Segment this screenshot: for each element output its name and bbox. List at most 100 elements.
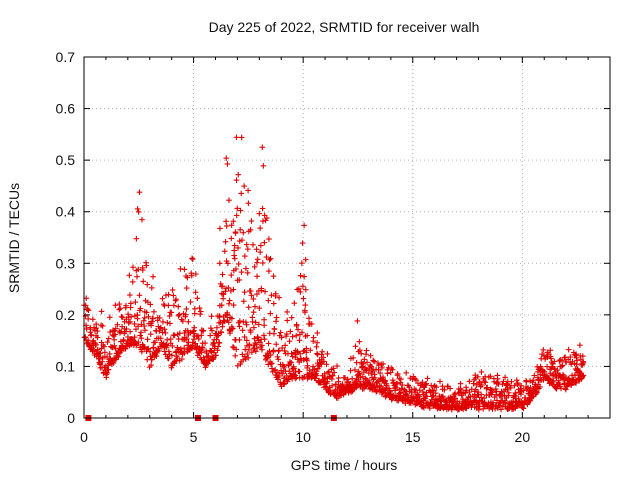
- data-point: [286, 338, 293, 344]
- data-point: [130, 264, 136, 271]
- data-point: [197, 308, 204, 315]
- data-point: [106, 351, 113, 357]
- data-point: [370, 357, 376, 364]
- data-point: [302, 286, 309, 293]
- data-point: [312, 375, 319, 382]
- data-point: [314, 330, 321, 336]
- data-point: [363, 367, 369, 374]
- data-point: [513, 393, 519, 399]
- data-point: [257, 249, 263, 255]
- data-point: [231, 252, 237, 259]
- data-point: [239, 237, 245, 243]
- data-point: [430, 393, 437, 399]
- data-point: [191, 310, 198, 317]
- data-point: [143, 309, 150, 316]
- data-point: [547, 376, 553, 382]
- data-point: [302, 256, 309, 263]
- data-point: [226, 297, 233, 304]
- data-point: [329, 373, 336, 379]
- data-point: [527, 378, 533, 384]
- y-axis-ticks: 0 0.1 0.2 0.3 0.4 0.5 0.6 0.7: [56, 49, 610, 426]
- data-point: [258, 242, 264, 249]
- data-point: [487, 373, 494, 380]
- data-point: [394, 371, 401, 377]
- data-point: [141, 315, 148, 321]
- data-point: [189, 345, 195, 352]
- data-point: [358, 350, 364, 357]
- data-point: [145, 345, 152, 352]
- data-point: [265, 297, 272, 304]
- data-point: [173, 296, 179, 303]
- data-point: [252, 348, 259, 355]
- data-point: [350, 355, 356, 361]
- data-point: [166, 313, 173, 319]
- data-point: [184, 342, 190, 349]
- data-point: [229, 315, 235, 322]
- data-point: [265, 340, 272, 347]
- data-point: [250, 296, 257, 302]
- data-point: [94, 328, 101, 334]
- data-point: [269, 365, 275, 372]
- data-point: [293, 323, 300, 329]
- data-point: [208, 313, 215, 320]
- data-point: [334, 363, 340, 369]
- data-point: [512, 390, 519, 396]
- data-point: [254, 256, 261, 263]
- data-point: [85, 307, 92, 314]
- data-point: [475, 407, 482, 413]
- data-point: [466, 389, 473, 395]
- data-point: [183, 311, 189, 318]
- y-tick-label: 0.5: [56, 152, 76, 168]
- data-point: [214, 347, 221, 354]
- data-point: [87, 326, 94, 332]
- data-point: [188, 272, 195, 279]
- data-point: [124, 343, 130, 350]
- data-point: [99, 358, 106, 365]
- data-point: [382, 378, 389, 385]
- data-point: [82, 334, 89, 340]
- data-point: [314, 350, 320, 357]
- data-point: [508, 385, 514, 391]
- data-point: [84, 306, 91, 312]
- data-point: [168, 309, 175, 316]
- data-point: [463, 405, 470, 412]
- data-point: [452, 395, 458, 402]
- data-point: [221, 318, 228, 325]
- data-point: [111, 342, 118, 349]
- data-point: [304, 332, 310, 339]
- data-point: [376, 362, 382, 368]
- data-point: [189, 339, 196, 346]
- data-point: [151, 308, 157, 315]
- data-point: [138, 335, 145, 341]
- data-point: [323, 361, 330, 368]
- x-tick-label: 0: [80, 429, 88, 445]
- data-point: [511, 382, 518, 389]
- y-tick-label: 0.3: [56, 255, 76, 271]
- data-point: [171, 332, 178, 339]
- data-point: [380, 361, 386, 367]
- data-point: [166, 351, 173, 358]
- data-point: [244, 337, 250, 344]
- data-point: [163, 292, 169, 298]
- data-point: [416, 387, 423, 394]
- data-point: [466, 378, 473, 385]
- data-point: [266, 256, 273, 263]
- data-point: [165, 291, 172, 298]
- data-point: [248, 218, 255, 224]
- data-point: [279, 371, 286, 377]
- data-point: [147, 348, 153, 355]
- data-point: [206, 357, 212, 363]
- data-point: [502, 374, 508, 381]
- data-point: [268, 361, 274, 367]
- data-point: [97, 350, 104, 357]
- x-axis-ticks: 0 5 10 15 20: [80, 57, 589, 445]
- data-point: [184, 274, 191, 281]
- data-point: [296, 368, 303, 375]
- data-point: [304, 357, 310, 364]
- data-point: [427, 399, 434, 406]
- data-point: [116, 306, 123, 313]
- data-point: [457, 385, 464, 392]
- data-point: [235, 245, 241, 251]
- data-point: [144, 336, 151, 343]
